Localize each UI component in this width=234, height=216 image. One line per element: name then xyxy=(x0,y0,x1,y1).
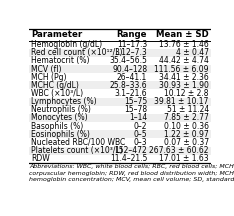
Text: MCH (Pg): MCH (Pg) xyxy=(31,73,66,82)
Bar xyxy=(29,114,211,122)
Text: Hemoglobin (g/dL): Hemoglobin (g/dL) xyxy=(31,40,102,49)
Bar xyxy=(29,130,211,138)
Text: Hematocrit (%): Hematocrit (%) xyxy=(31,56,90,65)
Text: Mean ± SD: Mean ± SD xyxy=(156,30,209,39)
Text: 152–472: 152–472 xyxy=(114,146,147,155)
Text: MCHC (g/dL): MCHC (g/dL) xyxy=(31,81,79,90)
Text: 3.1–21.6: 3.1–21.6 xyxy=(114,89,147,98)
Text: 4 ± 0.47: 4 ± 0.47 xyxy=(176,48,209,57)
Text: 35.4–56.5: 35.4–56.5 xyxy=(109,56,147,65)
Text: 26–41.1: 26–41.1 xyxy=(117,73,147,82)
Text: Abbreviations: WBC, white blood cells; RBC, red blood cells; MCH, mean
corpuscul: Abbreviations: WBC, white blood cells; R… xyxy=(29,164,234,182)
Text: 34.41 ± 2.36: 34.41 ± 2.36 xyxy=(159,73,209,82)
Text: 0.10 ± 0.36: 0.10 ± 0.36 xyxy=(164,122,209,131)
Text: 90.4–128: 90.4–128 xyxy=(112,65,147,74)
Text: RDW: RDW xyxy=(31,154,50,163)
Text: Neutrophils (%): Neutrophils (%) xyxy=(31,105,91,114)
Text: 11–17.3: 11–17.3 xyxy=(117,40,147,49)
Text: Parameter: Parameter xyxy=(31,30,82,39)
Text: 30.93 ± 1.90: 30.93 ± 1.90 xyxy=(159,81,209,90)
Text: 15–75: 15–75 xyxy=(124,97,147,106)
Text: 13.76 ± 1.46: 13.76 ± 1.46 xyxy=(159,40,209,49)
Text: 51 ± 11.24: 51 ± 11.24 xyxy=(167,105,209,114)
Bar xyxy=(29,98,211,106)
Text: 1.22 ± 0.97: 1.22 ± 0.97 xyxy=(164,130,209,139)
Text: 0–3: 0–3 xyxy=(134,138,147,147)
Bar xyxy=(29,49,211,57)
Text: 39.81 ± 10.17: 39.81 ± 10.17 xyxy=(154,97,209,106)
Text: 0–2: 0–2 xyxy=(134,122,147,131)
Text: 0–5: 0–5 xyxy=(134,130,147,139)
Text: Red cell count (×10¹²/L): Red cell count (×10¹²/L) xyxy=(31,48,123,57)
Text: WBC (×10³/L): WBC (×10³/L) xyxy=(31,89,83,98)
Text: Eosinophils (%): Eosinophils (%) xyxy=(31,130,90,139)
Text: 3.12–7.3: 3.12–7.3 xyxy=(114,48,147,57)
Text: 15–78: 15–78 xyxy=(124,105,147,114)
Text: 11.4–21.5: 11.4–21.5 xyxy=(110,154,147,163)
Text: 1–14: 1–14 xyxy=(129,113,147,122)
Bar xyxy=(29,81,211,89)
Text: MCV (fl): MCV (fl) xyxy=(31,65,62,74)
Text: 111.56 ± 6.09: 111.56 ± 6.09 xyxy=(154,65,209,74)
Bar xyxy=(29,65,211,73)
Bar xyxy=(29,146,211,155)
Text: Monocytes (%): Monocytes (%) xyxy=(31,113,88,122)
Text: Platelets count (×10³/L): Platelets count (×10³/L) xyxy=(31,146,123,155)
Text: Range: Range xyxy=(117,30,147,39)
Text: 17.01 ± 1.63: 17.01 ± 1.63 xyxy=(159,154,209,163)
Text: Lymphocytes (%): Lymphocytes (%) xyxy=(31,97,97,106)
Text: 267.63 ± 60.62: 267.63 ± 60.62 xyxy=(149,146,209,155)
Text: 0.07 ± 0.37: 0.07 ± 0.37 xyxy=(164,138,209,147)
Text: Basophils (%): Basophils (%) xyxy=(31,122,83,131)
Text: Nucleated RBC/100 WBC: Nucleated RBC/100 WBC xyxy=(31,138,125,147)
Text: 25.8–33.6: 25.8–33.6 xyxy=(110,81,147,90)
Text: 44.42 ± 4.74: 44.42 ± 4.74 xyxy=(159,56,209,65)
Text: 10.12 ± 2.8: 10.12 ± 2.8 xyxy=(164,89,209,98)
Text: 7.85 ± 2.77: 7.85 ± 2.77 xyxy=(164,113,209,122)
